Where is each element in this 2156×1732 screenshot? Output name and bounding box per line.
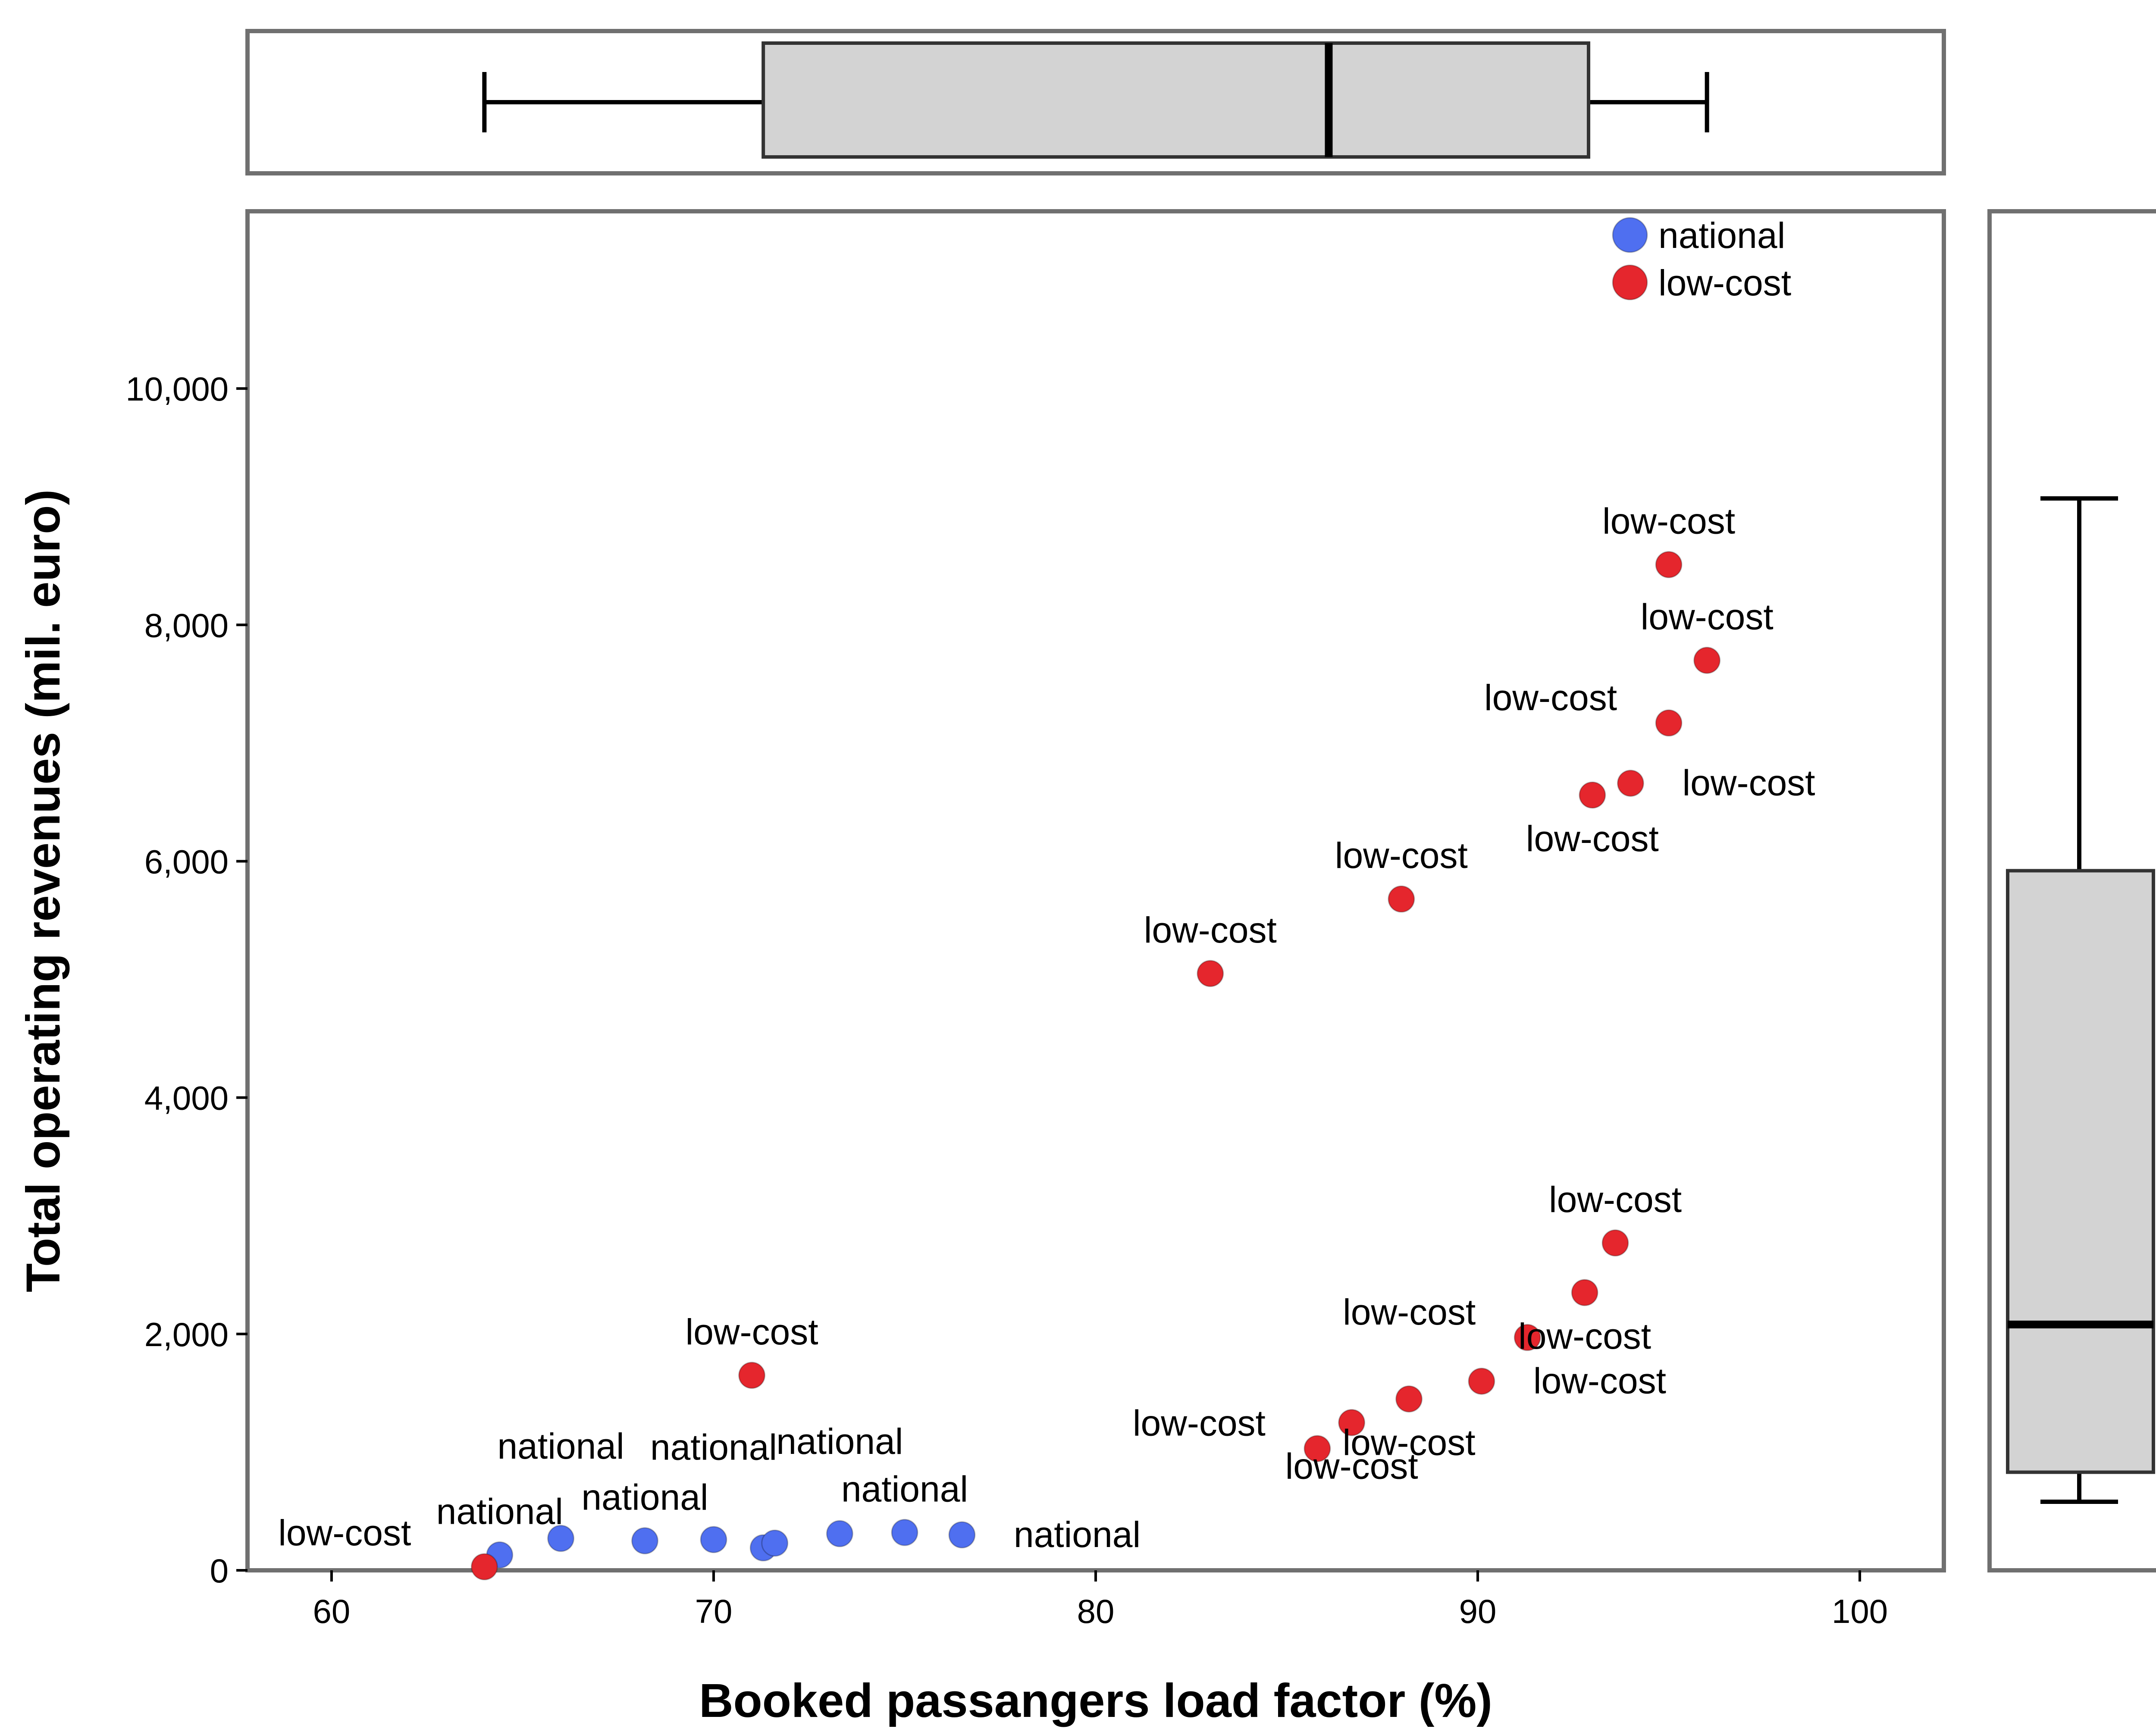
national-point: [700, 1526, 727, 1553]
low-cost-point: [1579, 781, 1606, 809]
y-tick-label: 4,000: [144, 1079, 229, 1117]
national-point-label: national: [1014, 1514, 1141, 1555]
low-cost-point-label: low-cost: [1526, 818, 1659, 859]
y-tick-label: 8,000: [144, 606, 229, 644]
x-axis: 60 70 80 90 100: [313, 1570, 1888, 1630]
national-point: [948, 1521, 976, 1549]
low-cost-point: [1601, 1229, 1629, 1257]
low-cost-point: [1338, 1409, 1366, 1436]
national-point-label: national: [497, 1426, 624, 1466]
x-tick-label: 80: [1077, 1592, 1115, 1630]
x-tick-label: 60: [313, 1592, 351, 1630]
low-cost-point-label: low-cost: [1343, 1422, 1476, 1463]
legend: national low-cost: [1612, 215, 1791, 303]
low-cost-point-label: low-cost: [1518, 1316, 1651, 1356]
low-cost-point: [1693, 647, 1721, 674]
national-point: [547, 1525, 575, 1552]
low-cost-point: [1655, 551, 1683, 579]
low-cost-point-label: low-cost: [1133, 1403, 1266, 1444]
plot-frame: [245, 209, 1946, 1572]
y-tick-label: 10,000: [125, 370, 229, 408]
low-cost-point-label: low-cost: [1549, 1179, 1682, 1220]
right-boxplot: [2006, 496, 2155, 1504]
low-cost-point: [1395, 1385, 1423, 1413]
legend-label-low-cost: low-cost: [1658, 263, 1791, 303]
national-point-label: national: [436, 1491, 563, 1532]
legend-marker-national: [1612, 217, 1648, 253]
low-cost-point-label: low-cost: [1484, 677, 1617, 718]
x-tick-label: 100: [1832, 1592, 1888, 1630]
low-cost-point: [470, 1553, 498, 1581]
x-tick-label: 90: [1459, 1592, 1497, 1630]
low-cost-point: [1197, 960, 1224, 987]
low-cost-point-label: low-cost: [1533, 1360, 1666, 1401]
low-cost-point-label: low-cost: [278, 1513, 411, 1553]
low-cost-point-label: low-cost: [1343, 1292, 1476, 1332]
national-point: [631, 1527, 658, 1554]
y-tick-label: 0: [210, 1552, 229, 1590]
low-cost-point-label: low-cost: [1641, 597, 1774, 637]
point-labels: nationalnationalnationalnationalnational…: [278, 501, 1815, 1555]
low-cost-point: [1514, 1324, 1541, 1351]
y-axis: 0 2,000 4,000 6,000 8,000 10,000: [125, 370, 248, 1590]
legend-label-national: national: [1658, 215, 1785, 256]
low-cost-point-label: low-cost: [686, 1312, 818, 1352]
scatter-points: [470, 551, 1721, 1581]
low-cost-point-label: low-cost: [1335, 835, 1468, 876]
low-cost-point: [1655, 709, 1683, 737]
y-axis-title: Total operating revenues (mil. euro): [17, 489, 70, 1292]
low-cost-point-label: low-cost: [1144, 910, 1277, 950]
y-tick-label: 6,000: [144, 843, 229, 880]
low-cost-point: [1388, 885, 1415, 913]
low-cost-point: [738, 1362, 766, 1389]
x-tick-label: 70: [695, 1592, 733, 1630]
right-box: [2006, 869, 2155, 1474]
low-cost-point: [1304, 1435, 1331, 1463]
national-point: [891, 1519, 918, 1546]
national-point: [761, 1529, 789, 1557]
national-point-label: national: [841, 1469, 968, 1509]
legend-marker-low-cost: [1612, 264, 1648, 301]
low-cost-point: [1571, 1279, 1598, 1306]
national-point-label: national: [776, 1421, 903, 1462]
national-point-label: national: [650, 1427, 777, 1468]
low-cost-point-label: low-cost: [1682, 763, 1815, 803]
top-box: [761, 41, 1590, 159]
national-point-label: national: [581, 1477, 708, 1517]
top-boxplot: [482, 41, 1709, 159]
low-cost-point: [1468, 1367, 1495, 1395]
low-cost-point-label: low-cost: [1602, 501, 1735, 542]
x-axis-title: Booked passangers load factor (%): [699, 1674, 1492, 1727]
y-tick-label: 2,000: [144, 1315, 229, 1353]
national-point: [826, 1520, 853, 1547]
low-cost-point: [1617, 770, 1644, 797]
low-cost-point-label: low-cost: [1285, 1446, 1418, 1486]
